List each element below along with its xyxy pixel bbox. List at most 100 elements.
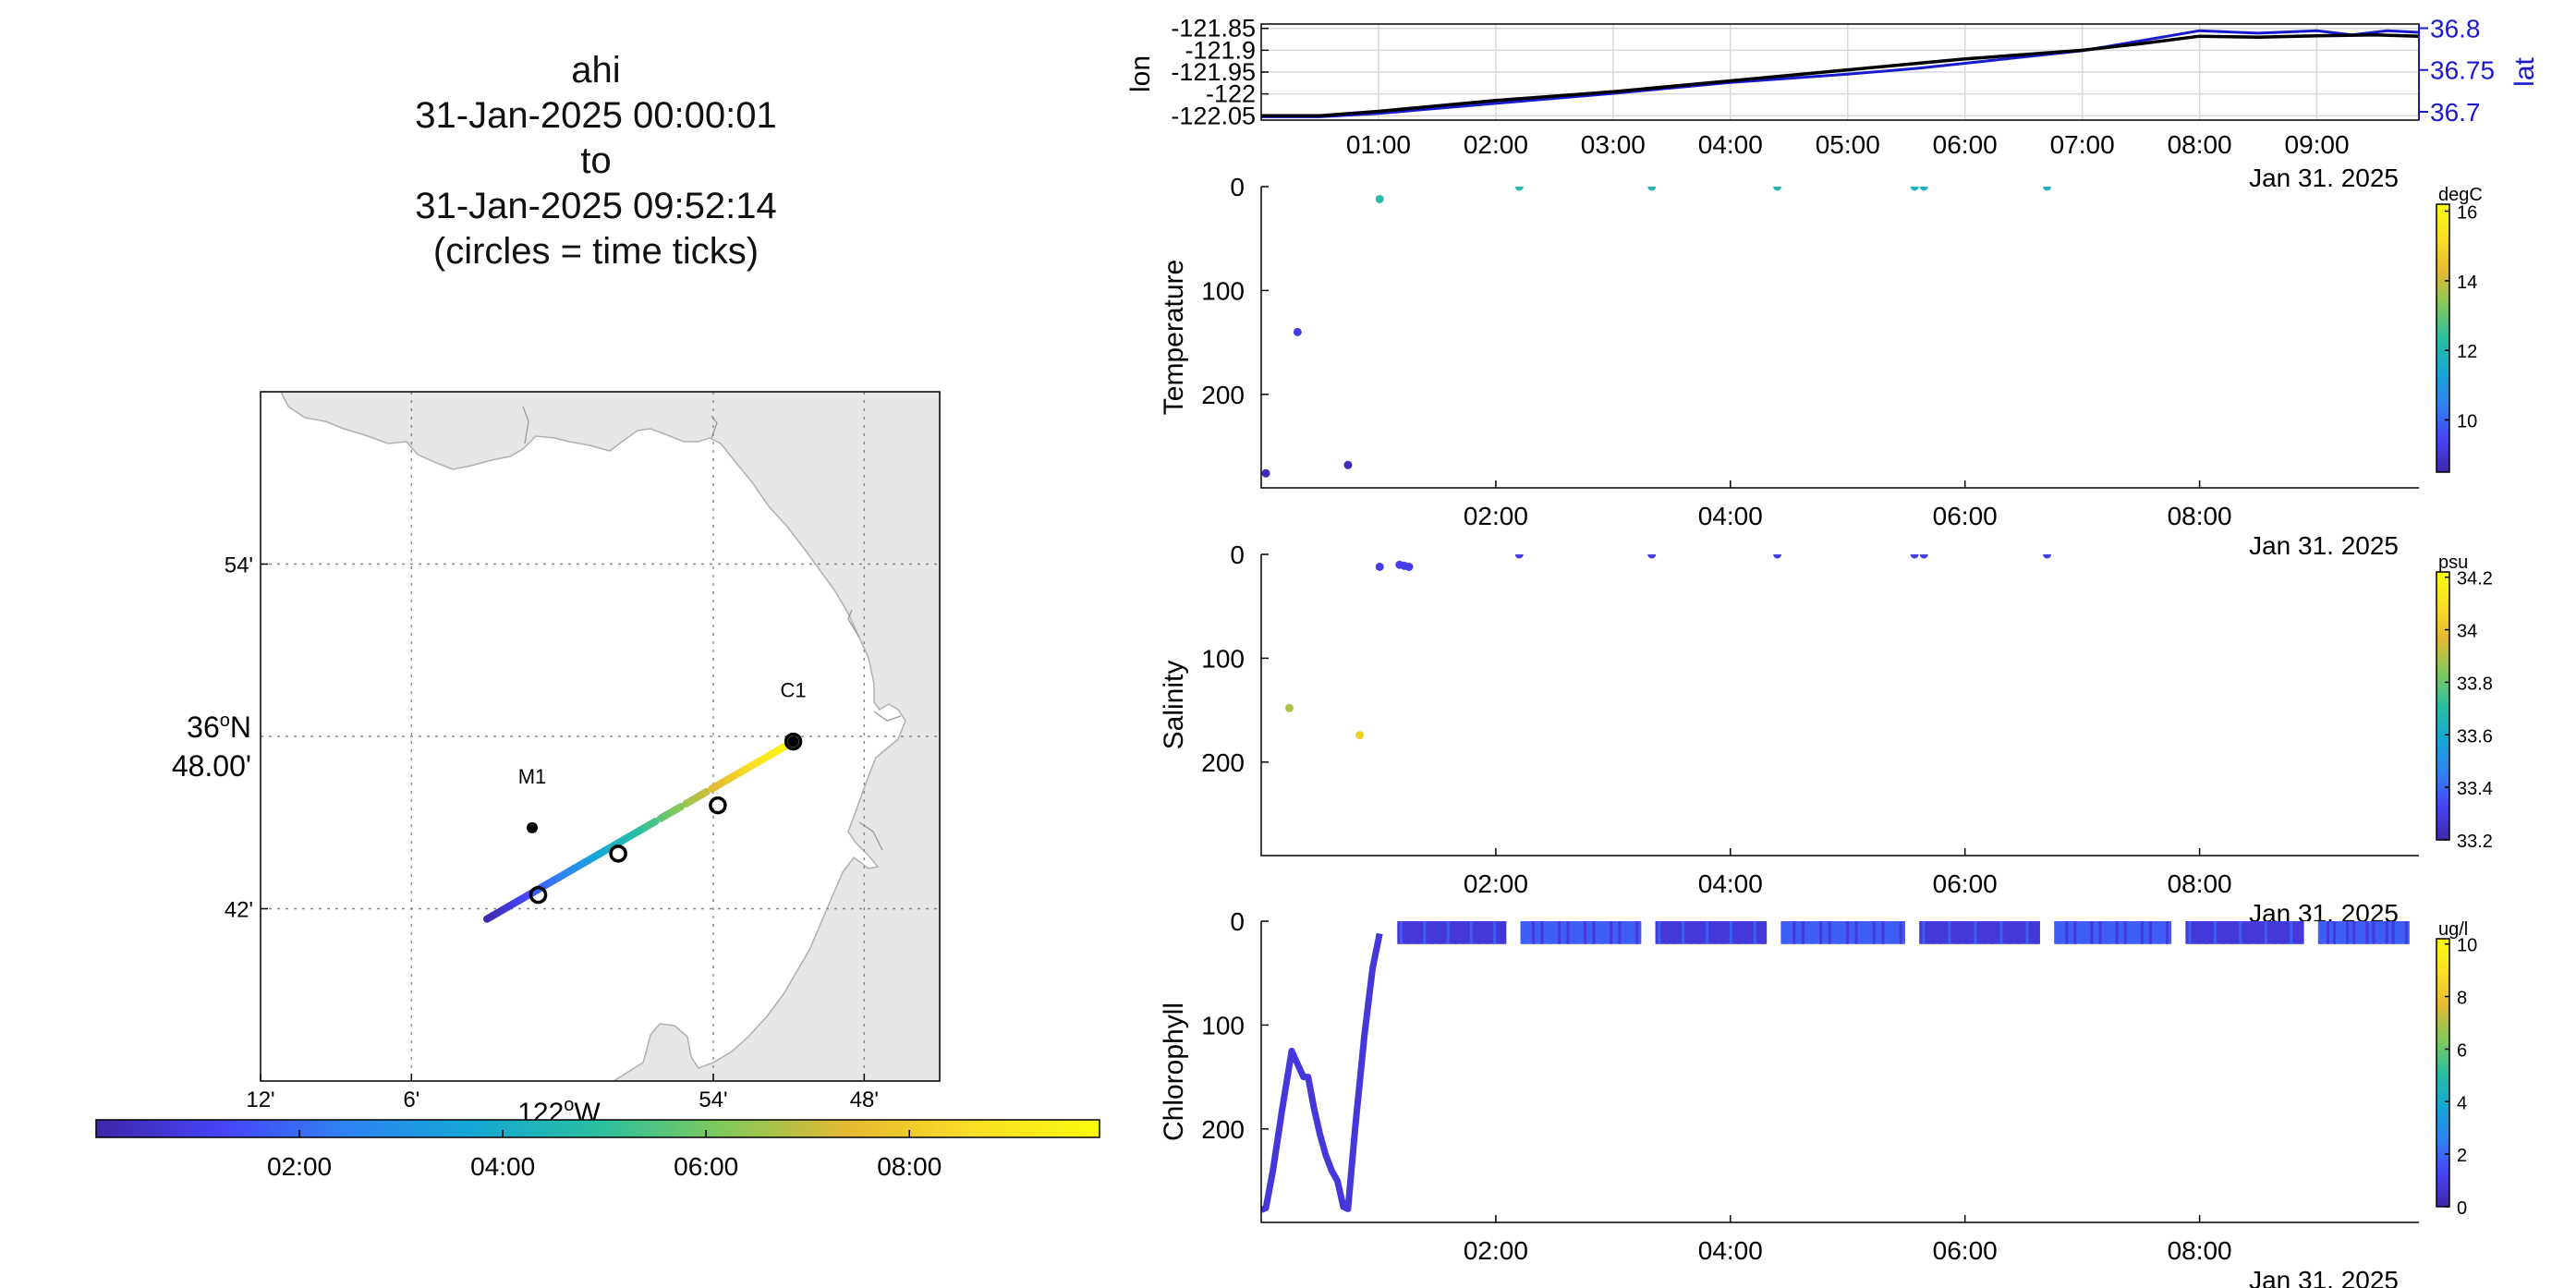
salinity-y-tick-label: 100 [1201, 644, 1245, 673]
salinity-point [1284, 703, 1294, 712]
map-y-tick-label: 54' [225, 553, 253, 578]
map-grid [261, 392, 940, 1081]
salinity-x-tick-label: 02:00 [1464, 869, 1528, 898]
temperature-point [1375, 194, 1384, 203]
chlorophyll-surface-band [2317, 921, 2410, 944]
chlorophyll-x-tick-label: 02:00 [1464, 1236, 1528, 1265]
time-tick-markers [529, 732, 803, 905]
salinity-point [1910, 554, 1919, 559]
salinity-x-tick-label: 06:00 [1933, 869, 1998, 898]
salinity-y-tick-label: 200 [1201, 748, 1245, 777]
lon-lat-time-label: 02:00 [1464, 130, 1528, 159]
chlorophyll-date-label: Jan 31, 2025 [2249, 1266, 2399, 1288]
temperature-colorbar-tick-label: 14 [2457, 273, 2477, 293]
salinity-y-tick-label: 0 [1230, 541, 1245, 569]
chlorophyll-x-tick-label: 04:00 [1698, 1236, 1763, 1265]
time-colorbar-tick-label: 06:00 [674, 1152, 738, 1181]
temperature-colorbar-tick-label: 10 [2457, 412, 2477, 432]
salinity-point [1773, 554, 1782, 559]
chlorophyll-surface-band [1397, 921, 1507, 944]
lon-lat-time-label: 06:00 [1933, 130, 1998, 159]
map-y-tick-labels: 54' 42' [225, 553, 268, 923]
chlorophyll-colorbar-unit: ug/l [2438, 919, 2468, 940]
glider-track [483, 737, 797, 923]
chlorophyll-surface-band [1655, 921, 1768, 944]
chlorophyll-points [1261, 921, 2410, 1213]
chlorophyll-y-tick-label: 200 [1201, 1115, 1245, 1144]
temperature-point [1919, 187, 1928, 191]
chlorophyll-colorbar-tick-label: 6 [2457, 1040, 2467, 1061]
lon-tick-label: -122.05 [1171, 102, 1256, 129]
lat-tick-labels: 36.8 36.75 36.7 [2419, 15, 2495, 127]
coastline-land [261, 392, 940, 1081]
station-label: M1 [518, 765, 547, 788]
salinity-colorbar-tick-label: 34.2 [2457, 569, 2493, 589]
title-note: (circles = time ticks) [432, 231, 759, 272]
chlorophyll-x-tick-label: 08:00 [2168, 1236, 2232, 1265]
chlorophyll-surface-band [1780, 921, 1905, 944]
temperature-colorbar-gradient [2436, 203, 2450, 473]
temperature-y-tick-label: 0 [1230, 173, 1245, 201]
title-end-time: 31-Jan-2025 09:52:14 [415, 186, 777, 226]
chlorophyll-surface-band [1919, 921, 2040, 944]
salinity-point [1514, 554, 1524, 559]
title-start-time: 31-Jan-2025 00:00:01 [415, 95, 777, 136]
temperature-y-tick-label: 100 [1201, 276, 1245, 305]
chlorophyll-colorbar-tick-label: 0 [2457, 1198, 2467, 1219]
title-to: to [580, 140, 612, 181]
time-tick-circle [609, 844, 627, 863]
salinity-colorbar-tick-label: 34 [2457, 622, 2477, 642]
chlorophyll-surface-band [1520, 921, 1642, 944]
chlorophyll-axis-label: Chlorophyll [1159, 1002, 1189, 1141]
salinity-y-ticks: 0 100 200 [1201, 541, 1269, 777]
time-colorbar: 02:00 04:00 06:00 08:00 [95, 1119, 1100, 1181]
lon-tick-label: -121.9 [1185, 36, 1256, 64]
temperature-y-tick-label: 200 [1201, 381, 1245, 409]
temperature-point [1343, 460, 1353, 469]
salinity-axes [1260, 554, 2419, 857]
salinity-point [1404, 562, 1414, 571]
lat-axis-label: lat [2509, 56, 2540, 86]
map-x-tick-label: 12' [246, 1088, 274, 1112]
temperature-point [1261, 468, 1270, 478]
lon-lat-time-label: 09:00 [2285, 130, 2350, 159]
temperature-x-tick-label: 06:00 [1933, 502, 1998, 530]
figure-title: ahi 31-Jan-2025 00:00:01 to 31-Jan-2025 … [319, 48, 873, 274]
lat-tick-label: 36.7 [2430, 98, 2481, 127]
time-tick-circle [529, 885, 548, 905]
chlorophyll-surface-band [2054, 921, 2172, 944]
salinity-point [2043, 554, 2052, 559]
temperature-x-tick-label: 08:00 [2168, 502, 2232, 530]
map-x-tick-labels: 12' 6' 54' 48' [246, 1074, 879, 1112]
station-label: C1 [781, 679, 807, 702]
time-colorbar-gradient [95, 1119, 1100, 1138]
temperature-axis-label: Temperature [1159, 260, 1189, 415]
time-colorbar-tick-label: 08:00 [877, 1152, 942, 1181]
station-dot [527, 821, 538, 833]
lon-lat-time-label: 01:00 [1346, 130, 1411, 159]
temperature-x-tick-label: 02:00 [1464, 502, 1528, 530]
salinity-point [1647, 554, 1657, 559]
salinity-colorbar-tick-label: 33.6 [2457, 726, 2493, 747]
salinity-colorbar-unit: psu [2438, 553, 2468, 573]
salinity-colorbar: 34.2 34 33.8 33.6 33.4 33.2 psu [2436, 553, 2493, 852]
temperature-point [1514, 187, 1524, 191]
chlorophyll-colorbar-tick-label: 4 [2457, 1093, 2467, 1113]
lon-tick-labels: -121.85-121.9-121.95-122-122.05 [1171, 15, 1269, 129]
chlorophyll-colorbar-tick-label: 10 [2457, 936, 2477, 956]
time-colorbar-tick-label: 04:00 [470, 1152, 535, 1181]
track-segment [646, 818, 660, 829]
map-x-tick-label: 48' [850, 1088, 879, 1112]
temperature-point [1910, 187, 1919, 191]
salinity-colorbar-tick-label: 33.2 [2457, 832, 2493, 852]
temperature-point [1293, 327, 1302, 336]
temperature-y-ticks: 0 100 200 [1201, 173, 1269, 409]
lat-tick-label: 36.8 [2430, 15, 2481, 43]
lon-tick-label: -121.95 [1171, 58, 1256, 86]
chlorophyll-colorbar-tick-label: 8 [2457, 989, 2467, 1009]
temperature-colorbar-unit: degC [2438, 185, 2483, 205]
